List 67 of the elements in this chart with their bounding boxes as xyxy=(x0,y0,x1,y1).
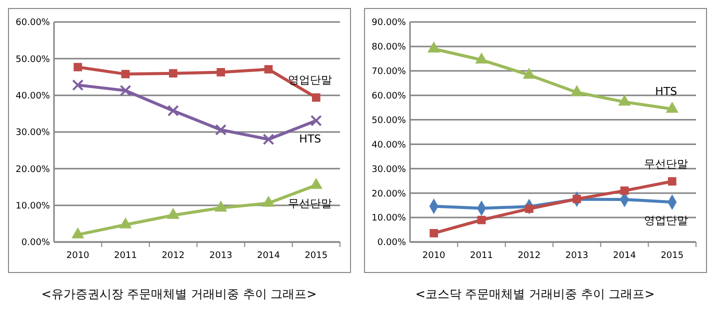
point xyxy=(72,79,84,91)
point xyxy=(666,102,679,113)
point xyxy=(522,68,536,79)
x-tick-label: 2010 xyxy=(422,251,446,261)
point xyxy=(120,84,132,96)
y-tick-label: 60.00% xyxy=(16,18,50,28)
point xyxy=(74,62,82,72)
y-tick-label: 0.00% xyxy=(21,238,50,248)
point xyxy=(71,227,84,238)
series-label: 영업단말 xyxy=(288,74,332,87)
x-tick-label: 2012 xyxy=(162,251,185,261)
point xyxy=(620,186,629,195)
series-label: 무선단말 xyxy=(644,157,688,170)
x-tick-label: 2014 xyxy=(613,251,636,261)
x-tick-label: 2015 xyxy=(304,251,328,261)
series-label: HTS xyxy=(655,85,678,98)
y-tick-label: 30.00% xyxy=(372,164,406,175)
point xyxy=(121,70,130,78)
x-tick-label: 2013 xyxy=(565,251,588,261)
text: <유가증권시장 주문매체별 거래비중 추이 그래프> xyxy=(41,287,317,301)
x-tick-label: 2012 xyxy=(518,251,541,261)
x-tick-label: 2014 xyxy=(257,251,280,261)
point xyxy=(216,68,226,76)
y-tick-label: 0.00% xyxy=(377,238,406,248)
y-tick-label: 10.00% xyxy=(372,214,406,224)
point xyxy=(168,69,178,78)
y-tick-label: 40.00% xyxy=(16,91,50,102)
y-tick-label: 70.00% xyxy=(372,67,406,78)
point xyxy=(618,94,631,106)
series-label: 무선단말 xyxy=(288,197,332,210)
x-tick-label: 2013 xyxy=(209,251,232,261)
point xyxy=(310,114,322,126)
point xyxy=(262,196,275,207)
series-label: HTS xyxy=(299,132,322,146)
y-tick-label: 60.00% xyxy=(372,91,406,102)
point xyxy=(167,105,179,116)
y-tick-label: 20.00% xyxy=(372,189,406,200)
y-tick-label: 40.00% xyxy=(372,140,406,150)
point xyxy=(119,217,132,228)
text: <코스닥 주문매체별 거래비중 추이 그래프> xyxy=(415,287,655,301)
point xyxy=(524,204,534,213)
point xyxy=(427,42,440,53)
point xyxy=(264,65,273,74)
series-label: 영업단말 xyxy=(644,214,688,228)
point xyxy=(310,178,323,189)
y-tick-label: 50.00% xyxy=(16,54,50,65)
y-tick-label: 10.00% xyxy=(16,201,50,212)
point xyxy=(477,216,486,224)
y-tick-label: 90.00% xyxy=(372,18,406,28)
point xyxy=(475,52,488,64)
y-tick-label: 50.00% xyxy=(372,116,406,126)
point xyxy=(312,93,320,102)
point xyxy=(262,134,274,146)
point xyxy=(166,208,180,219)
point xyxy=(570,85,584,96)
x-tick-label: 2011 xyxy=(470,251,493,261)
x-tick-label: 2011 xyxy=(114,251,137,261)
point xyxy=(572,194,582,204)
point xyxy=(668,177,676,186)
point xyxy=(215,124,227,136)
point xyxy=(430,229,438,238)
y-tick-label: 30.00% xyxy=(16,128,50,138)
y-tick-label: 80.00% xyxy=(372,42,406,53)
y-tick-label: 20.00% xyxy=(16,164,50,175)
point xyxy=(214,200,228,212)
x-tick-label: 2015 xyxy=(660,251,684,261)
x-tick-label: 2010 xyxy=(66,251,90,261)
